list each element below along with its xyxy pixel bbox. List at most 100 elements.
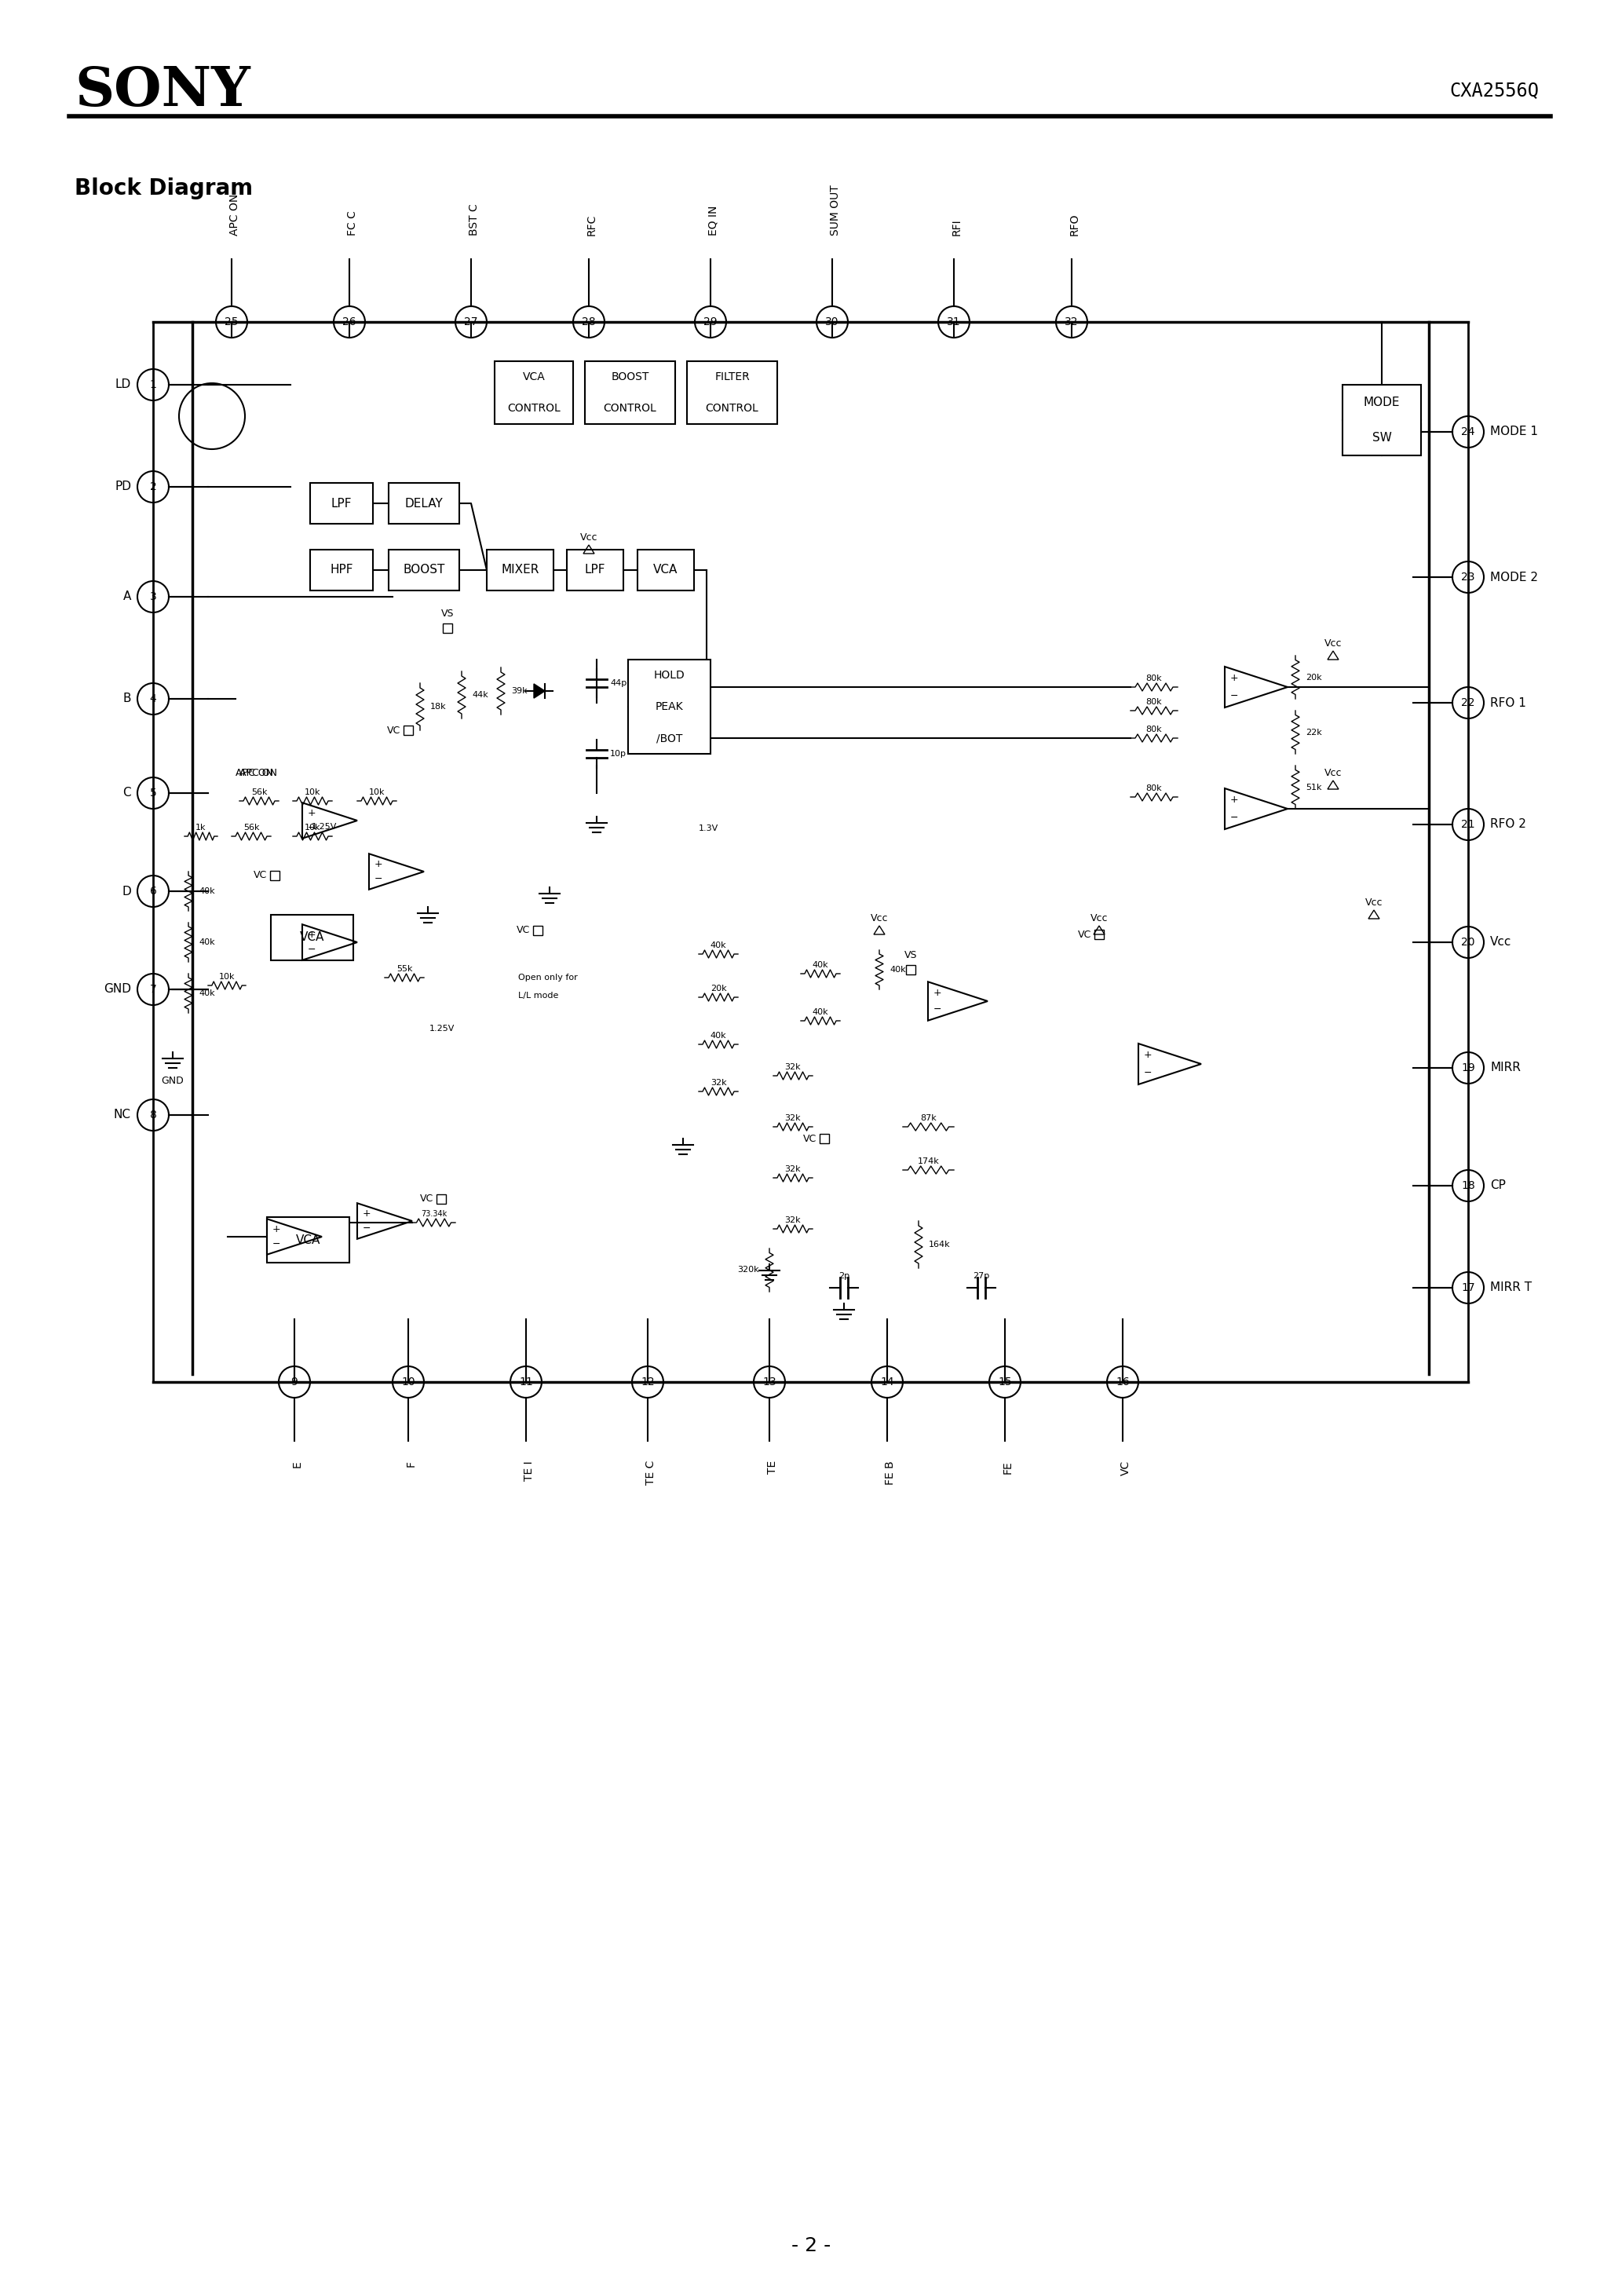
Text: SONY: SONY xyxy=(75,64,250,117)
Text: 10k: 10k xyxy=(368,788,384,797)
Text: 11: 11 xyxy=(519,1378,534,1387)
Text: LPF: LPF xyxy=(584,565,605,576)
Text: 80k: 80k xyxy=(1147,698,1163,705)
Bar xyxy=(628,659,710,753)
Text: LD: LD xyxy=(115,379,131,390)
Text: APC ON: APC ON xyxy=(240,769,277,778)
Text: −: − xyxy=(1144,1068,1152,1077)
Text: −: − xyxy=(1229,813,1238,822)
Text: - 2 -: - 2 - xyxy=(792,2236,830,2255)
Text: DELAY: DELAY xyxy=(406,498,443,510)
Text: HPF: HPF xyxy=(329,565,354,576)
Text: VC: VC xyxy=(388,726,401,735)
Text: 40k: 40k xyxy=(889,967,905,974)
Text: 23: 23 xyxy=(1461,572,1474,583)
Text: 40k: 40k xyxy=(710,1031,727,1040)
Text: 73.34k: 73.34k xyxy=(420,1210,446,1217)
Text: VS: VS xyxy=(441,608,454,618)
Text: CXA2556Q: CXA2556Q xyxy=(1450,80,1539,99)
Text: 44k: 44k xyxy=(472,691,488,698)
Text: FILTER: FILTER xyxy=(715,372,749,383)
Text: SW: SW xyxy=(1372,432,1392,443)
Text: 40k: 40k xyxy=(813,962,829,969)
Text: GND: GND xyxy=(104,983,131,994)
Text: 87k: 87k xyxy=(920,1114,936,1123)
Bar xyxy=(389,482,459,523)
Text: 1.3V: 1.3V xyxy=(699,824,719,833)
Bar xyxy=(389,549,459,590)
Text: RFI: RFI xyxy=(952,218,962,236)
Text: B: B xyxy=(123,693,131,705)
Text: BOOST: BOOST xyxy=(402,565,444,576)
Text: 20: 20 xyxy=(1461,937,1474,948)
Text: A: A xyxy=(123,590,131,602)
Text: VC: VC xyxy=(1077,930,1092,939)
Text: PEAK: PEAK xyxy=(655,700,683,712)
Text: 21: 21 xyxy=(1461,820,1474,829)
Text: 32k: 32k xyxy=(785,1217,801,1224)
Text: D: D xyxy=(122,886,131,898)
Text: 9: 9 xyxy=(290,1378,298,1387)
Text: BOOST: BOOST xyxy=(611,372,649,383)
Text: VCA: VCA xyxy=(300,932,324,944)
Text: VC: VC xyxy=(253,870,268,882)
Bar xyxy=(310,482,373,523)
Text: 40k: 40k xyxy=(198,939,214,946)
Text: CONTROL: CONTROL xyxy=(508,402,561,413)
Text: +: + xyxy=(1144,1049,1152,1061)
Text: TE C: TE C xyxy=(646,1460,657,1486)
Bar xyxy=(404,726,414,735)
Text: TE: TE xyxy=(767,1460,779,1474)
Text: 40k: 40k xyxy=(813,1008,829,1017)
Text: 44p: 44p xyxy=(610,680,626,687)
Text: 24: 24 xyxy=(1461,427,1474,436)
Text: 40k: 40k xyxy=(198,990,214,996)
Text: VC: VC xyxy=(803,1134,816,1143)
Text: RFO 2: RFO 2 xyxy=(1491,820,1526,831)
Text: 1.25V: 1.25V xyxy=(430,1024,454,1033)
Text: +: + xyxy=(272,1224,281,1235)
Bar xyxy=(271,870,279,879)
Text: APC ON: APC ON xyxy=(235,769,272,778)
Text: MODE 1: MODE 1 xyxy=(1491,427,1538,439)
Text: FE B: FE B xyxy=(884,1460,895,1486)
Text: −: − xyxy=(933,1003,941,1015)
Bar xyxy=(310,549,373,590)
Text: Block Diagram: Block Diagram xyxy=(75,177,253,200)
Text: VCA: VCA xyxy=(522,372,545,383)
Text: 25: 25 xyxy=(225,317,238,328)
Text: MODE 2: MODE 2 xyxy=(1491,572,1538,583)
Text: PD: PD xyxy=(115,480,131,494)
Text: 15: 15 xyxy=(998,1378,1012,1387)
Text: SUM OUT: SUM OUT xyxy=(830,184,840,236)
Text: 10: 10 xyxy=(401,1378,415,1387)
Text: VCA: VCA xyxy=(654,565,678,576)
Text: 51k: 51k xyxy=(1306,783,1322,792)
Text: 17: 17 xyxy=(1461,1281,1474,1293)
Text: −: − xyxy=(1229,691,1238,700)
Text: 40k: 40k xyxy=(710,941,727,948)
Text: Open only for: Open only for xyxy=(517,974,577,980)
Text: 7: 7 xyxy=(149,985,157,994)
Text: 32: 32 xyxy=(1064,317,1079,328)
Text: −: − xyxy=(272,1240,281,1249)
Bar xyxy=(586,360,675,425)
Text: 12: 12 xyxy=(641,1378,655,1387)
Text: VC: VC xyxy=(1121,1460,1131,1476)
Text: 20k: 20k xyxy=(710,985,727,992)
Text: 13: 13 xyxy=(762,1378,777,1387)
Text: Vcc: Vcc xyxy=(1324,638,1341,647)
Text: 164k: 164k xyxy=(929,1240,950,1249)
Text: 20k: 20k xyxy=(1306,673,1322,682)
Text: 27: 27 xyxy=(464,317,478,328)
Text: NC: NC xyxy=(114,1109,131,1120)
Text: 10p: 10p xyxy=(610,751,626,758)
Text: Vcc: Vcc xyxy=(1090,914,1108,923)
Text: +: + xyxy=(1229,794,1238,806)
Text: −: − xyxy=(375,875,383,884)
Text: Vcc: Vcc xyxy=(871,914,889,923)
Text: 80k: 80k xyxy=(1147,726,1163,732)
Bar xyxy=(819,1134,829,1143)
Bar xyxy=(271,914,354,960)
Text: 3: 3 xyxy=(149,592,157,602)
